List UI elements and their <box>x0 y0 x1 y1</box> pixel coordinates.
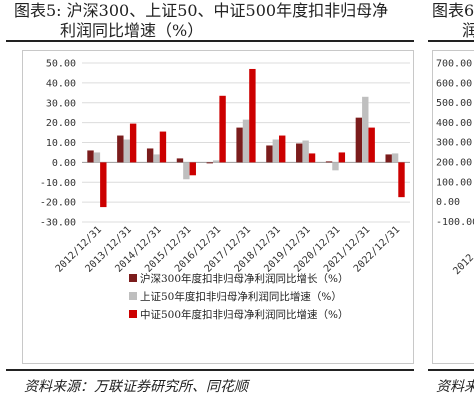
neighbor-y-tick-label: 200.00 <box>436 158 472 169</box>
neighbor-chart-frame <box>432 50 474 364</box>
y-tick-label: 0.00 <box>52 158 76 169</box>
neighbor-y-tick-label: 600.00 <box>436 78 472 89</box>
bar-3 <box>368 127 375 163</box>
bar-1 <box>355 117 363 163</box>
bar-3 <box>249 68 256 163</box>
bar-3 <box>219 95 226 163</box>
legend-swatch <box>129 274 137 282</box>
bar-2 <box>391 153 399 163</box>
bar-2 <box>242 119 250 163</box>
bar-3 <box>308 153 316 163</box>
bar-1 <box>117 135 124 163</box>
bar-1 <box>266 145 273 163</box>
bar-2 <box>93 152 101 163</box>
bar-2 <box>272 139 280 163</box>
bar-3 <box>129 123 137 163</box>
chart-frame <box>22 50 414 364</box>
bar-2 <box>362 96 369 163</box>
neighbor-bottom-rule <box>428 369 474 371</box>
bar-1 <box>206 162 213 164</box>
figure-title-line2: 利润同比增速（%） <box>60 21 204 40</box>
neighbor-source-note: 资料来 <box>436 379 474 395</box>
bar-1 <box>296 143 303 163</box>
neighbor-y-tick-label: 100.00 <box>436 177 472 188</box>
y-tick-label: 50.00 <box>46 59 76 70</box>
neighbor-title-line2: 润 <box>462 21 474 40</box>
bar-2 <box>123 139 130 163</box>
neighbor-title-line1: 图表6 <box>432 1 474 20</box>
bar-2 <box>332 162 339 171</box>
neighbor-y-tick-label: 700.00 <box>436 59 472 70</box>
bar-3 <box>398 162 405 198</box>
neighbor-top-rule <box>428 40 474 42</box>
y-tick-label: 10.00 <box>46 138 76 149</box>
bar-3 <box>279 135 286 163</box>
bar-2 <box>183 162 190 180</box>
source-note: 资料来源：万联证券研究所、同花顺 <box>24 379 248 395</box>
figure-title-line1: 图表5: 沪深300、上证50、中证500年度扣非归母净 <box>14 1 389 20</box>
neighbor-x-tick-label: 2012 <box>451 252 474 277</box>
y-tick-label: 20.00 <box>46 118 76 129</box>
bar-3 <box>338 152 346 163</box>
bar-1 <box>385 154 392 163</box>
bar-1 <box>176 158 184 163</box>
bar-1 <box>325 161 333 163</box>
y-tick-label: 40.00 <box>46 78 76 89</box>
bar-1 <box>236 127 243 163</box>
bottom-rule <box>6 369 414 371</box>
y-tick-label: 30.00 <box>46 98 76 109</box>
y-tick-label: -10.00 <box>40 178 76 189</box>
top-rule <box>6 40 414 42</box>
legend-swatch <box>129 310 137 318</box>
legend-label: 中证500年度扣非归母净利润同比增速（%） <box>140 308 349 321</box>
legend-label: 上证50年度扣非归母净利润同比增速（%） <box>140 290 342 303</box>
bar-2 <box>153 154 160 163</box>
legend-label: 沪深300年度扣非归母净利润同比增长（%） <box>140 272 349 285</box>
bar-1 <box>87 150 94 163</box>
bar-3 <box>100 162 107 208</box>
bar-3 <box>159 131 167 163</box>
bar-3 <box>189 162 196 176</box>
neighbor-y-tick-label: 0.00 <box>436 197 460 208</box>
neighbor-y-tick-label: 400.00 <box>436 118 472 129</box>
neighbor-y-tick-label: 300.00 <box>436 138 472 149</box>
bar-1 <box>146 148 154 163</box>
y-tick-label: -30.00 <box>40 218 76 229</box>
neighbor-y-tick-label: 500.00 <box>436 98 472 109</box>
bar-2 <box>212 160 220 163</box>
legend-swatch <box>129 292 137 300</box>
neighbor-y-tick-label: -100.00 <box>436 217 474 228</box>
bar-2 <box>302 140 309 163</box>
y-tick-label: -20.00 <box>40 198 76 209</box>
